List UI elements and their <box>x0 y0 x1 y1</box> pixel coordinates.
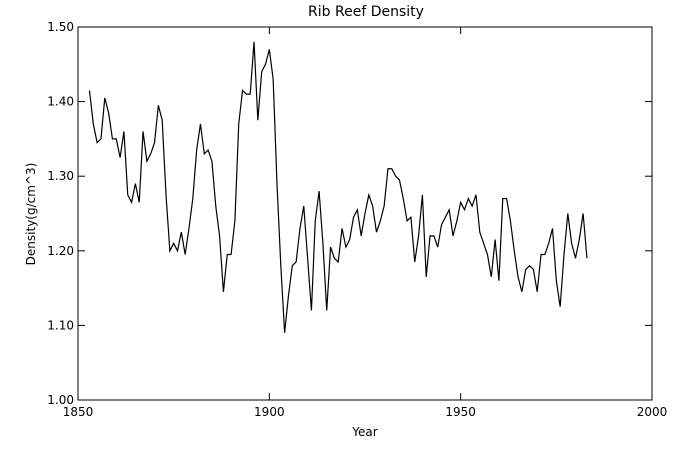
y-tick-label: 1.20 <box>47 244 74 258</box>
x-tick-label: 2000 <box>637 405 668 419</box>
y-tick-label: 1.50 <box>47 20 74 34</box>
y-tick-label: 1.30 <box>47 169 74 183</box>
density-line <box>88 41 588 333</box>
y-tick-label: 1.40 <box>47 95 74 109</box>
x-tick-label: 1850 <box>63 405 94 419</box>
y-axis-title: Density(g/cm^3) <box>24 163 38 266</box>
x-axis-title: Year <box>351 425 377 439</box>
chart-title: Rib Reef Density <box>308 4 424 20</box>
x-axis: 1850 1900 1950 2000 <box>63 27 668 419</box>
y-axis: 1.00 1.10 1.20 1.30 1.40 1.50 <box>47 20 652 407</box>
x-tick-label: 1950 <box>445 405 476 419</box>
y-tick-label: 1.10 <box>47 318 74 332</box>
x-tick-label: 1900 <box>254 405 285 419</box>
y-tick-label: 1.00 <box>47 393 74 407</box>
plot-frame <box>77 26 653 401</box>
